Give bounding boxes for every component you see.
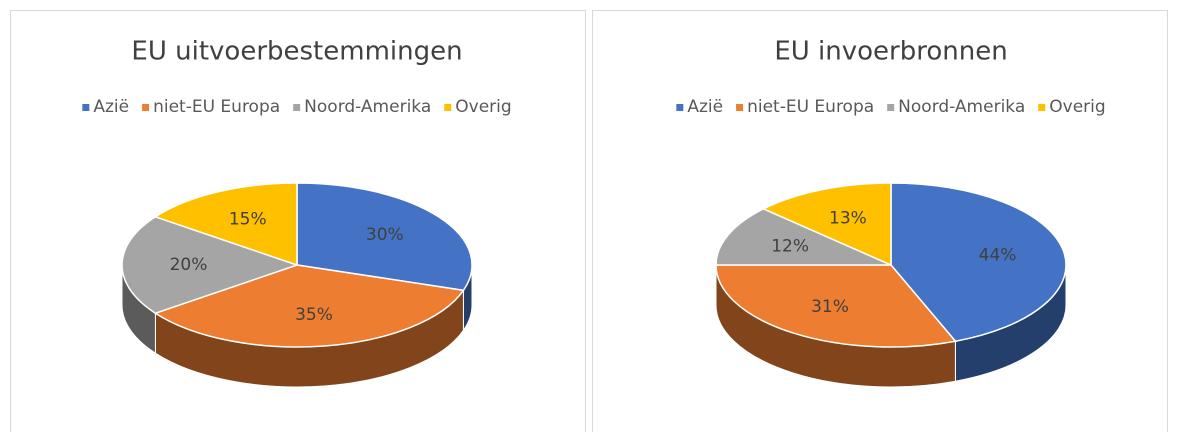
legend-label: Noord-Amerika — [898, 97, 1025, 117]
legend-label: Noord-Amerika — [304, 97, 431, 117]
chart-title: EU uitvoerbestemmingen — [131, 37, 462, 67]
legend-label: niet-EU Europa — [747, 97, 874, 117]
legend-swatch — [142, 104, 150, 111]
legend-label: Overig — [455, 97, 511, 117]
data-label: 20% — [170, 255, 208, 275]
pie-slice — [121, 215, 300, 315]
chart-title: EU invoerbronnen — [774, 37, 1007, 67]
legend-swatch — [676, 104, 684, 111]
legend-swatch — [736, 104, 744, 111]
data-label: 44% — [979, 245, 1017, 265]
legend-label: Azië — [93, 97, 129, 117]
pie-slice — [296, 182, 473, 292]
legend-swatch — [82, 104, 90, 111]
legend-swatch — [1038, 104, 1046, 111]
data-label: 30% — [366, 225, 404, 245]
legend-label: Azië — [687, 97, 723, 117]
pie-slice — [153, 182, 298, 267]
pie-slice — [715, 208, 892, 266]
data-label: 31% — [811, 297, 849, 317]
data-label: 15% — [229, 210, 267, 230]
data-label: 13% — [829, 208, 867, 228]
pie-slice — [890, 182, 1067, 343]
pie-slice — [715, 264, 957, 348]
legend-label: niet-EU Europa — [153, 97, 280, 117]
legend-swatch — [293, 104, 301, 111]
data-label: 35% — [295, 305, 333, 325]
data-label: 12% — [771, 236, 809, 256]
pie-slice — [761, 182, 892, 267]
legend-swatch — [887, 104, 895, 111]
legend-swatch — [444, 104, 452, 111]
pie-slice — [153, 264, 465, 348]
legend-label: Overig — [1049, 97, 1105, 117]
